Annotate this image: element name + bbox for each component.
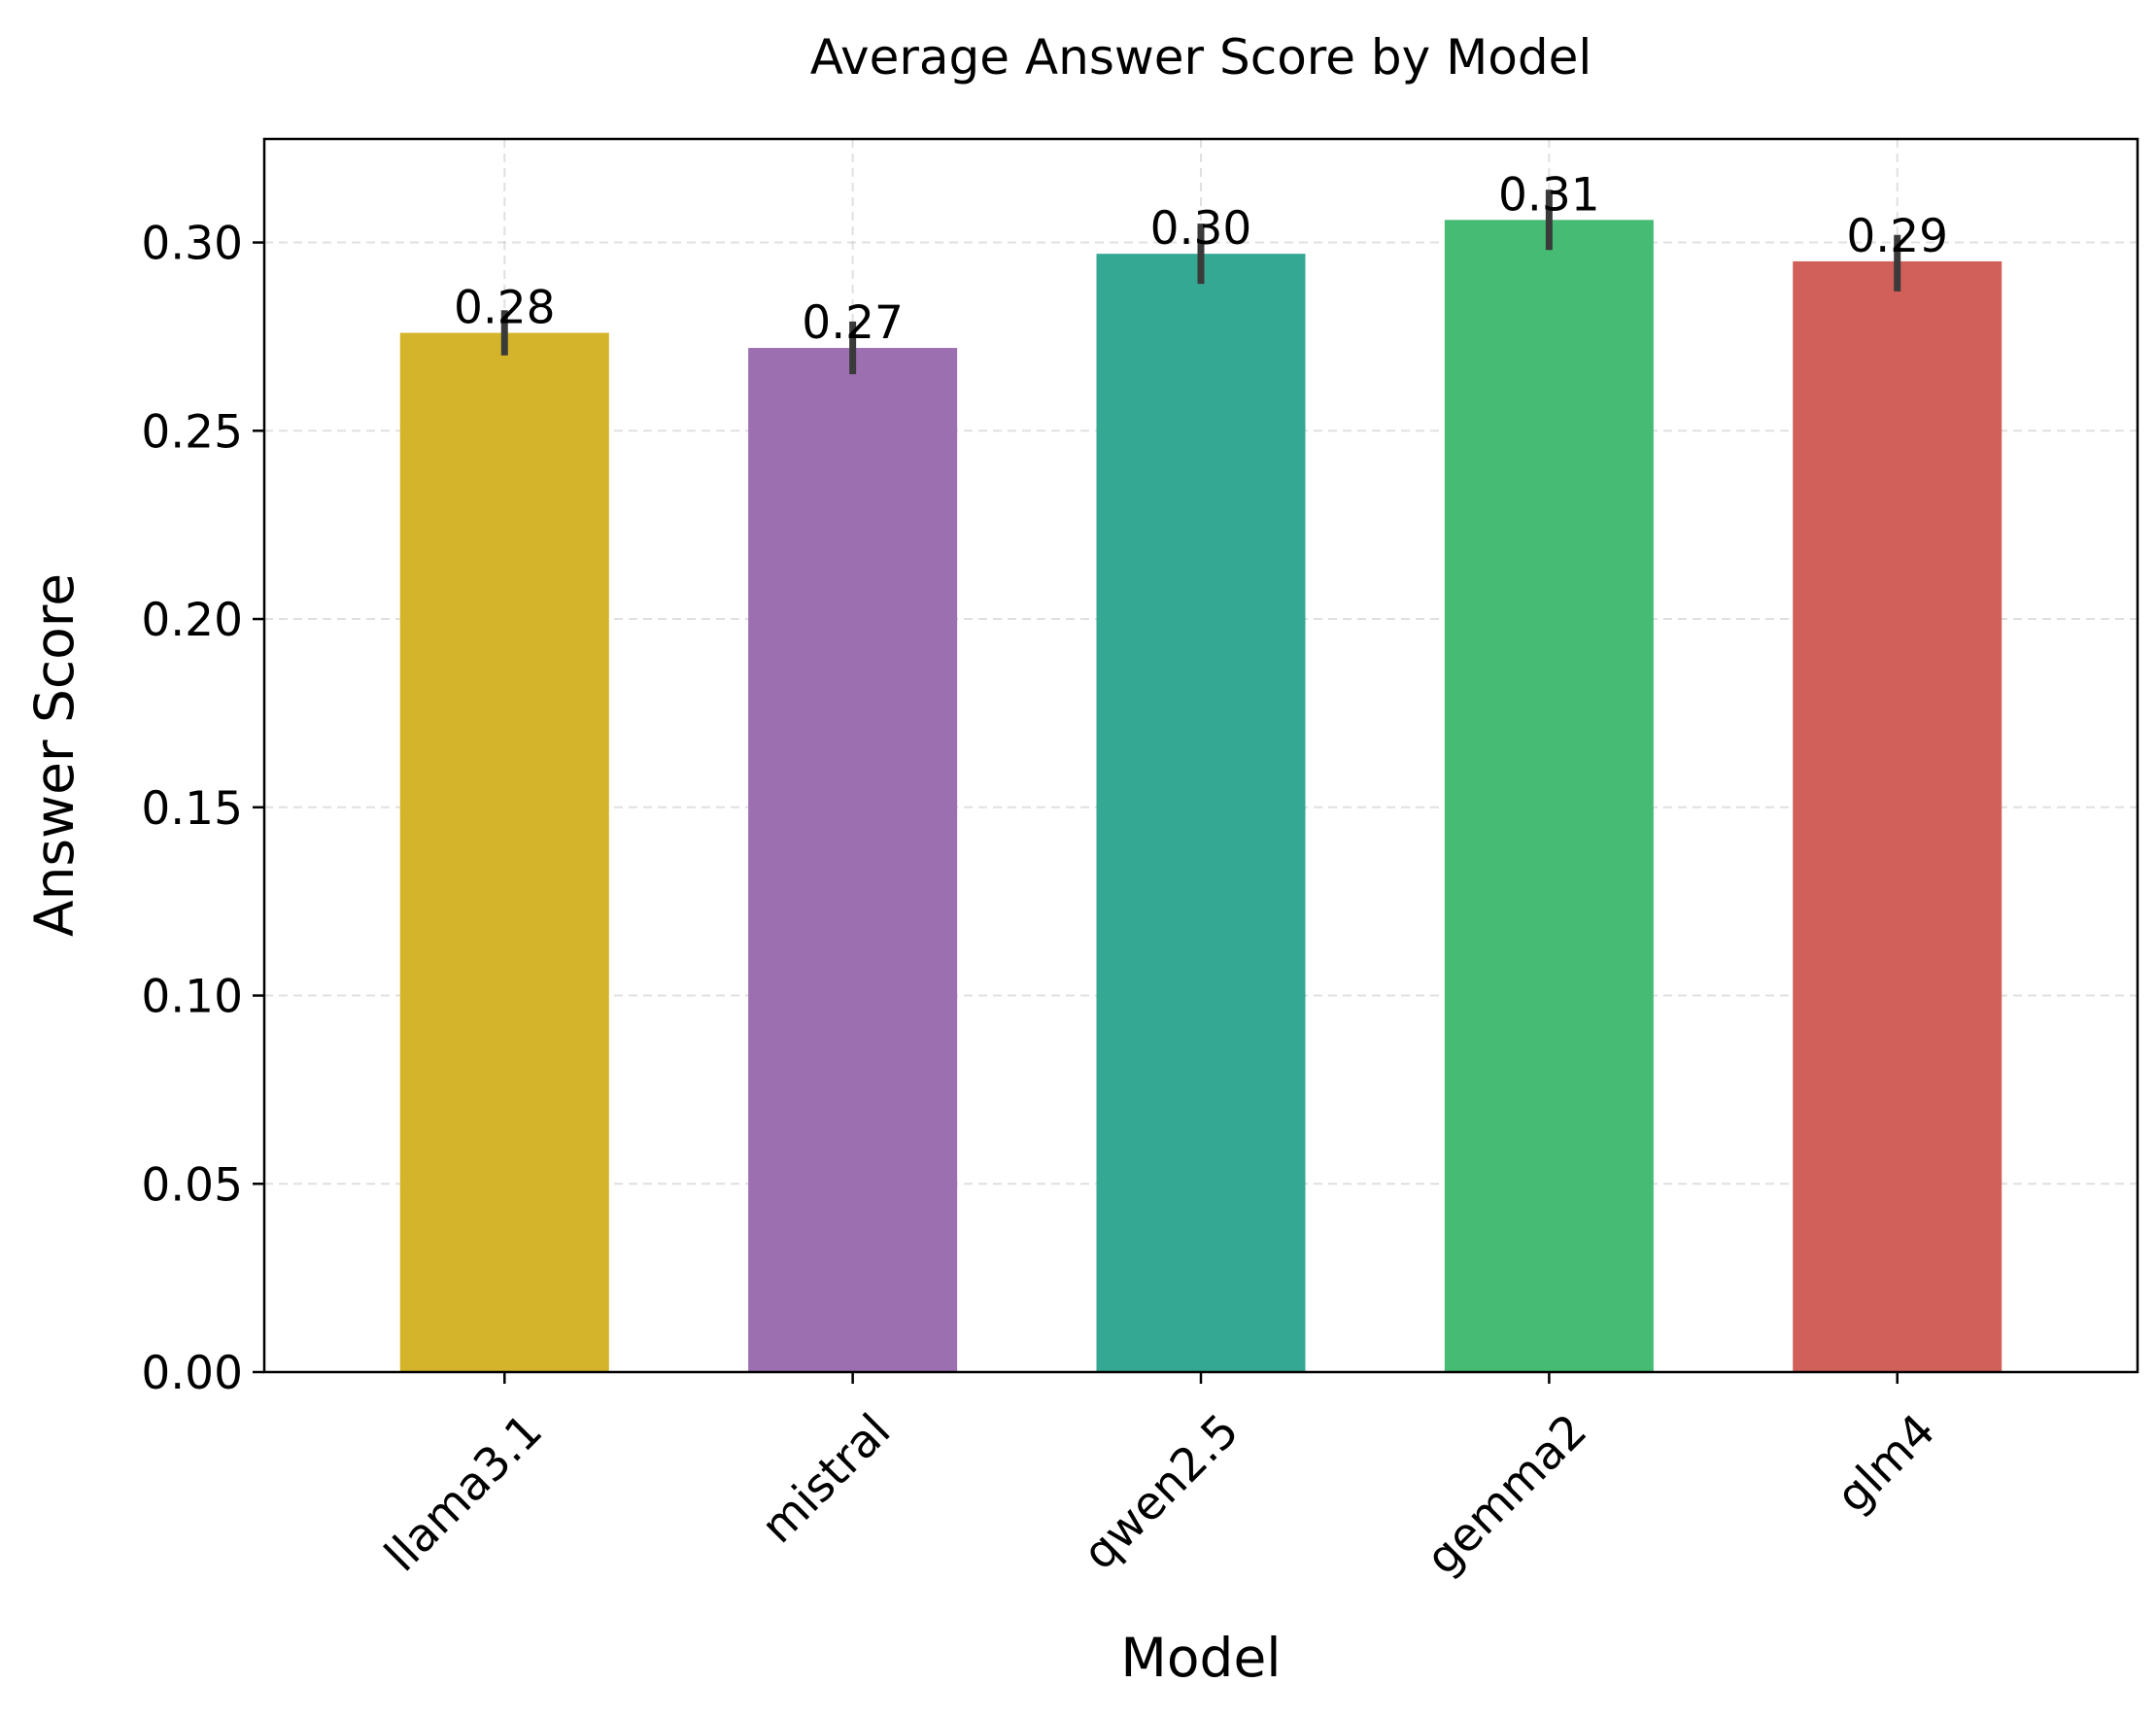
bar xyxy=(748,348,958,1373)
bar xyxy=(1793,260,2002,1373)
y-tick-label: 0.05 xyxy=(141,1158,243,1212)
value-label: 0.31 xyxy=(1498,168,1600,222)
y-tick-label: 0.15 xyxy=(141,782,243,836)
x-axis-label: Model xyxy=(1120,1627,1281,1689)
y-tick-label: 0.20 xyxy=(141,594,243,647)
y-axis-label: Answer Score xyxy=(23,573,86,937)
y-tick-label: 0.30 xyxy=(141,218,243,271)
value-label: 0.28 xyxy=(454,282,556,335)
chart-title: Average Answer Score by Model xyxy=(810,29,1592,86)
y-tick-label: 0.00 xyxy=(141,1347,243,1400)
value-label: 0.29 xyxy=(1846,210,1948,263)
bar xyxy=(1444,220,1654,1373)
y-tick-label: 0.10 xyxy=(141,971,243,1024)
value-label: 0.30 xyxy=(1150,202,1252,256)
value-labels: 0.28 0.27 0.30 0.31 0.29 xyxy=(454,168,1948,350)
bar xyxy=(1096,254,1306,1373)
bar xyxy=(399,332,609,1372)
value-label: 0.27 xyxy=(802,296,904,350)
error-bars xyxy=(500,189,1901,375)
y-axis-ticks: 0.00 0.05 0.10 0.15 0.20 0.25 0.30 xyxy=(141,218,264,1400)
y-tick-label: 0.25 xyxy=(141,405,243,459)
bars xyxy=(399,220,2002,1373)
